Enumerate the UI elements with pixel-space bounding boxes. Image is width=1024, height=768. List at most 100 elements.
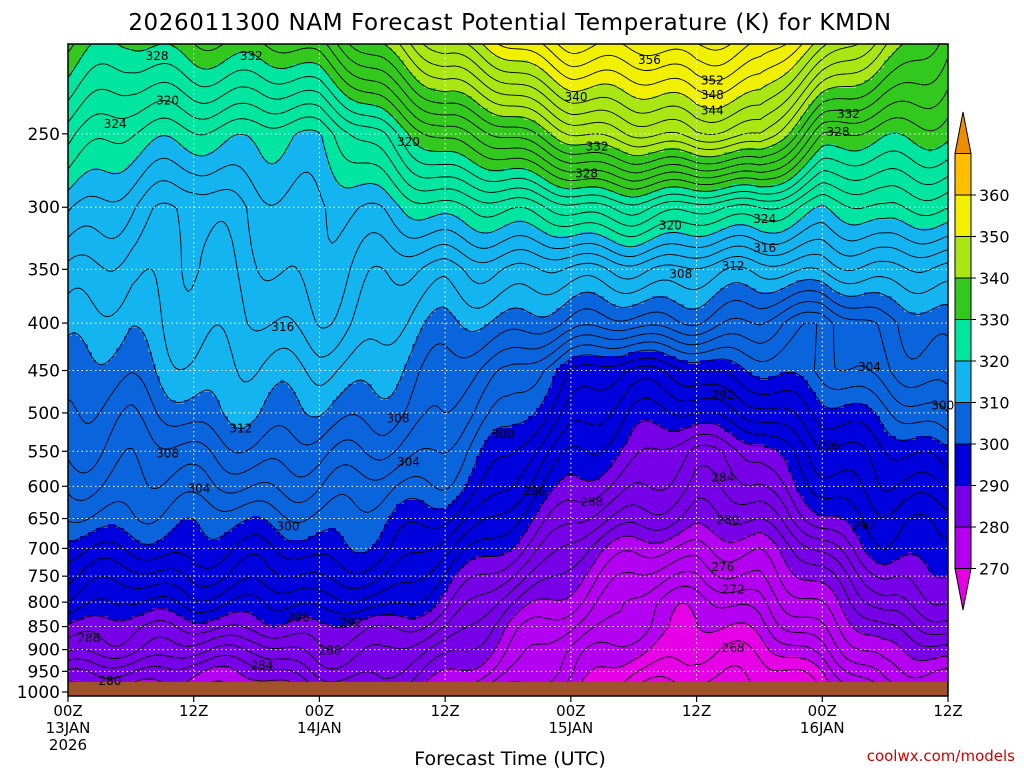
field-cell (420, 64, 425, 69)
field-cell (68, 116, 73, 121)
field-cell (632, 120, 637, 125)
field-cell (280, 56, 285, 61)
field-cell (540, 132, 545, 137)
field-cell (464, 52, 469, 57)
field-cell (252, 132, 257, 137)
field-cell (672, 128, 677, 133)
field-cell (604, 80, 609, 85)
field-cell (288, 92, 293, 97)
field-cell (180, 76, 185, 81)
field-cell (260, 84, 265, 89)
field-cell (104, 132, 109, 137)
field-cell (896, 120, 901, 125)
field-cell (532, 84, 537, 89)
field-cell (916, 44, 921, 49)
field-cell (856, 60, 861, 65)
field-cell (404, 60, 409, 65)
field-cell (500, 84, 505, 89)
field-cell (816, 84, 821, 89)
field-cell (660, 72, 665, 77)
field-cell (148, 84, 153, 89)
field-cell (552, 72, 557, 77)
field-cell (644, 116, 649, 121)
field-cell (824, 80, 829, 85)
field-cell (504, 80, 509, 85)
field-cell (572, 104, 577, 109)
field-cell (636, 120, 641, 125)
field-cell (140, 120, 145, 125)
field-cell (772, 44, 777, 49)
field-cell (760, 128, 765, 133)
field-cell (216, 44, 221, 49)
field-cell (588, 112, 593, 117)
field-cell (800, 76, 805, 81)
field-cell (392, 72, 397, 77)
field-cell (740, 128, 745, 133)
field-cell (316, 88, 321, 93)
field-cell (848, 56, 853, 61)
field-cell (780, 120, 785, 125)
field-cell (600, 76, 605, 81)
field-cell (92, 44, 97, 49)
field-cell (440, 80, 445, 85)
field-cell (880, 88, 885, 93)
field-cell (596, 68, 601, 73)
field-cell (640, 104, 645, 109)
field-cell (432, 80, 437, 85)
field-cell (272, 64, 277, 69)
field-cell (632, 92, 637, 97)
field-cell (676, 60, 681, 65)
field-cell (548, 52, 553, 57)
field-cell (120, 92, 125, 97)
field-cell (348, 92, 353, 97)
field-cell (188, 100, 193, 105)
field-cell (704, 104, 709, 109)
field-cell (760, 64, 765, 69)
field-cell (732, 120, 737, 125)
field-cell (424, 104, 429, 109)
field-cell (312, 88, 317, 93)
field-cell (504, 132, 509, 137)
field-cell (932, 96, 937, 101)
field-cell (92, 80, 97, 85)
field-cell (496, 64, 501, 69)
field-cell (740, 80, 745, 85)
field-cell (76, 88, 81, 93)
field-cell (868, 96, 873, 101)
field-cell (636, 100, 641, 105)
field-cell (600, 104, 605, 109)
field-cell (492, 108, 497, 113)
field-cell (204, 100, 209, 105)
field-cell (672, 48, 677, 53)
field-cell (408, 104, 413, 109)
field-cell (872, 116, 877, 121)
field-cell (112, 52, 117, 57)
field-cell (508, 68, 513, 73)
field-cell (880, 44, 885, 49)
field-cell (532, 44, 537, 49)
field-cell (296, 56, 301, 61)
field-cell (732, 48, 737, 53)
field-cell (432, 68, 437, 73)
field-cell (172, 76, 177, 81)
field-cell (128, 84, 133, 89)
field-cell (124, 96, 129, 101)
field-cell (632, 124, 637, 129)
field-cell (380, 76, 385, 81)
field-cell (876, 44, 881, 49)
field-cell (604, 104, 609, 109)
field-cell (748, 44, 753, 49)
field-cell (420, 100, 425, 105)
field-cell (520, 96, 525, 101)
field-cell (860, 64, 865, 69)
field-cell (144, 96, 149, 101)
field-cell (848, 100, 853, 105)
field-cell (776, 72, 781, 77)
field-cell (448, 52, 453, 57)
field-cell (344, 88, 349, 93)
field-cell (184, 52, 189, 57)
field-cell (900, 92, 905, 97)
field-cell (608, 44, 613, 49)
field-cell (904, 76, 909, 81)
field-cell (272, 108, 277, 113)
